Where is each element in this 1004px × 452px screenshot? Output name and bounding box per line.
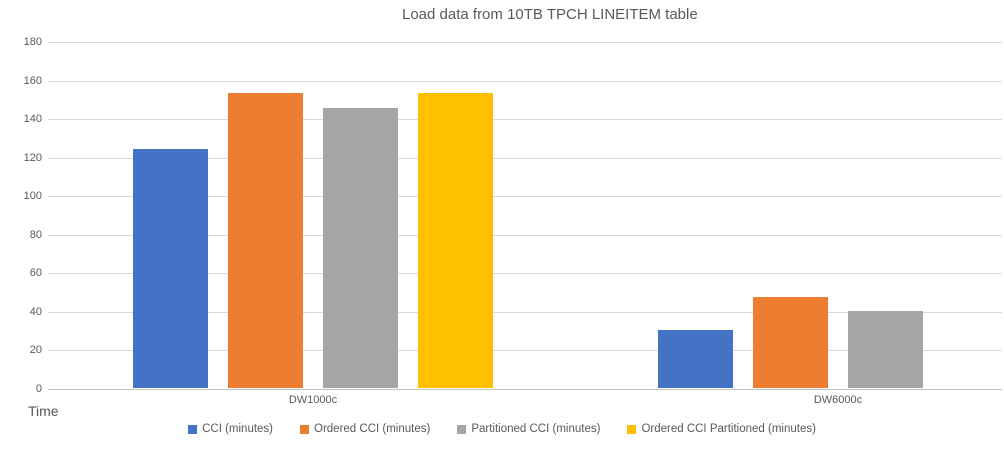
gridline: [48, 42, 1002, 43]
y-tick-label: 20: [29, 344, 42, 357]
legend-label: CCI (minutes): [202, 423, 274, 435]
legend-swatch-icon: [457, 424, 467, 434]
y-tick-label: 140: [23, 113, 42, 126]
gridline: [48, 157, 1002, 159]
gridline: [48, 234, 1002, 236]
gridline: [48, 350, 1002, 352]
gridline: [48, 273, 1002, 275]
y-axis-title: Time: [28, 403, 59, 419]
plot-area: [48, 42, 1002, 390]
bar: [323, 108, 398, 388]
gridline: [48, 196, 1002, 198]
legend-swatch-icon: [188, 424, 198, 434]
y-tick-label: 0: [35, 383, 42, 395]
chart-title: Load data from 10TB TPCH LINEITEM table: [402, 6, 698, 23]
legend-label: Partitioned CCI (minutes): [471, 423, 601, 435]
legend-item: Ordered CCI Partitioned (minutes): [627, 423, 816, 435]
legend: CCI (minutes) Ordered CCI (minutes) Partit…: [0, 420, 1004, 438]
gridline: [48, 80, 1002, 82]
y-tick-label: 40: [29, 305, 42, 318]
legend-label: Ordered CCI Partitioned (minutes): [641, 423, 816, 435]
legend-item: Partitioned CCI (minutes): [457, 423, 600, 435]
gridline: [48, 311, 1002, 313]
y-tick-label: 180: [23, 36, 42, 48]
y-tick-label: 80: [29, 228, 42, 241]
legend-label: Ordered CCI (minutes): [314, 423, 431, 435]
y-tick-label: 100: [23, 190, 42, 203]
category-label: DW6000c: [813, 394, 863, 406]
legend-swatch-icon: [627, 424, 637, 434]
y-tick-label: 120: [23, 151, 42, 164]
legend-item: CCI (minutes): [188, 423, 273, 435]
bar: [753, 297, 828, 388]
bar: [848, 311, 923, 388]
y-tick-label: 160: [23, 74, 42, 87]
category-label: DW1000c: [288, 394, 338, 406]
legend-swatch-icon: [300, 424, 310, 434]
bar: [658, 330, 733, 388]
y-tick-label: 60: [29, 267, 42, 280]
bar: [228, 93, 303, 388]
gridline: [48, 119, 1002, 121]
x-axis-line: [48, 389, 1002, 390]
bar: [133, 149, 208, 388]
bar: [418, 93, 493, 388]
legend-item: Ordered CCI (minutes): [300, 423, 430, 435]
